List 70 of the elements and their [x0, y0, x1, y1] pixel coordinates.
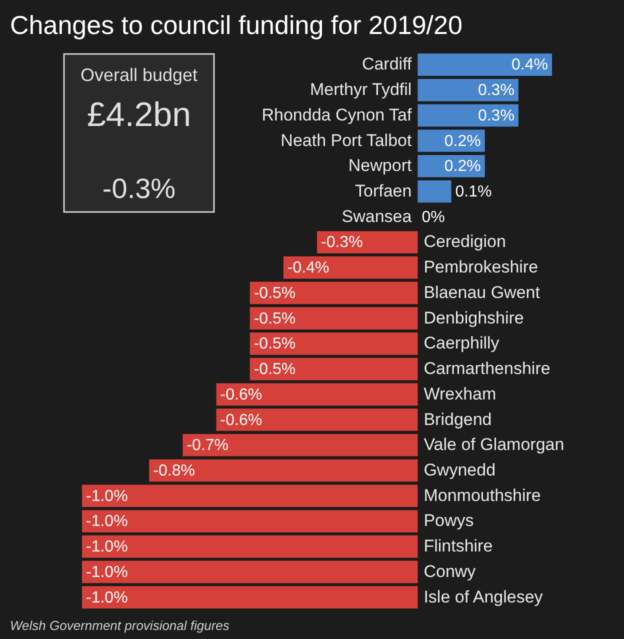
y-tick-label: Blaenau Gwent — [424, 282, 540, 302]
y-tick-label: Vale of Glamorgan — [424, 435, 564, 454]
bar — [82, 586, 418, 608]
bar — [418, 130, 485, 152]
data-label: 0.3% — [478, 82, 514, 100]
y-tick-label: Wrexham — [424, 384, 496, 404]
y-tick-label: Flintshire — [424, 536, 493, 556]
y-tick-label: Carmarthenshire — [424, 359, 550, 378]
y-tick-label: Neath Port Talbot — [280, 130, 412, 150]
data-label: 0.3% — [478, 107, 514, 124]
bar — [216, 408, 418, 431]
data-label: -0.4% — [287, 260, 330, 277]
bar — [418, 104, 518, 127]
y-tick-label: Torfaen — [355, 182, 412, 200]
y-tick-label: Bridgend — [424, 410, 492, 429]
bar — [250, 332, 418, 355]
data-label: -0.7% — [186, 437, 229, 454]
data-label: -0.5% — [254, 310, 296, 328]
data-label: 0.2% — [444, 158, 481, 176]
y-tick-label: Isle of Anglesey — [424, 587, 544, 606]
data-label: 0.2% — [444, 132, 481, 150]
y-tick-label: Denbighshire — [424, 308, 524, 328]
y-tick-label: Monmouthshire — [424, 486, 541, 505]
bar — [283, 256, 418, 279]
bar — [317, 231, 418, 254]
data-label: -1.0% — [86, 564, 128, 581]
y-tick-label: Caerphilly — [424, 334, 500, 353]
data-label: -1.0% — [86, 589, 128, 606]
data-label: -0.5% — [254, 284, 296, 302]
y-tick-label: Gwynedd — [424, 460, 496, 480]
bar — [182, 434, 418, 456]
data-label: -0.8% — [153, 462, 195, 480]
bar — [418, 78, 518, 102]
bar — [149, 459, 418, 482]
data-label: -0.3% — [321, 234, 363, 252]
y-tick-label: Powys — [424, 511, 474, 530]
data-label: -1.0% — [86, 538, 128, 556]
bar — [82, 560, 418, 584]
text: Welsh Government provisional figures — [10, 618, 230, 633]
data-label: -1.0% — [86, 513, 128, 530]
data-label: -0.5% — [254, 336, 296, 353]
bar — [250, 282, 418, 304]
y-tick-label: Ceredigion — [424, 232, 506, 252]
annotation: Overall budget — [80, 65, 198, 85]
data-label: -0.6% — [220, 386, 262, 404]
y-tick-label: Conwy — [424, 562, 476, 581]
data-label: 0.1% — [455, 184, 492, 200]
chart-title: Changes to council funding for 2019/20 — [10, 10, 462, 40]
y-tick-label: Rhondda Cynon Taf — [262, 105, 412, 124]
y-tick-label: Cardiff — [362, 54, 412, 74]
data-label: 0% — [422, 208, 445, 226]
data-label: -1.0% — [86, 488, 128, 505]
bar — [82, 535, 418, 558]
bar — [250, 307, 418, 330]
bar — [250, 358, 418, 380]
data-label: 0.4% — [512, 56, 548, 74]
data-label: -0.5% — [254, 361, 296, 378]
bar — [418, 54, 552, 76]
annotation: £4.2bn — [87, 96, 191, 134]
bar — [418, 180, 452, 203]
bar — [82, 510, 418, 532]
bar — [418, 154, 485, 178]
data-label: -0.6% — [220, 412, 262, 429]
y-tick-label: Swansea — [342, 206, 412, 226]
annotation: -0.3% — [102, 173, 176, 204]
y-tick-label: Merthyr Tydfil — [310, 80, 412, 100]
bar — [216, 383, 418, 406]
y-tick-label: Newport — [348, 156, 412, 176]
y-tick-label: Pembrokeshire — [424, 258, 538, 277]
bar — [82, 484, 418, 508]
